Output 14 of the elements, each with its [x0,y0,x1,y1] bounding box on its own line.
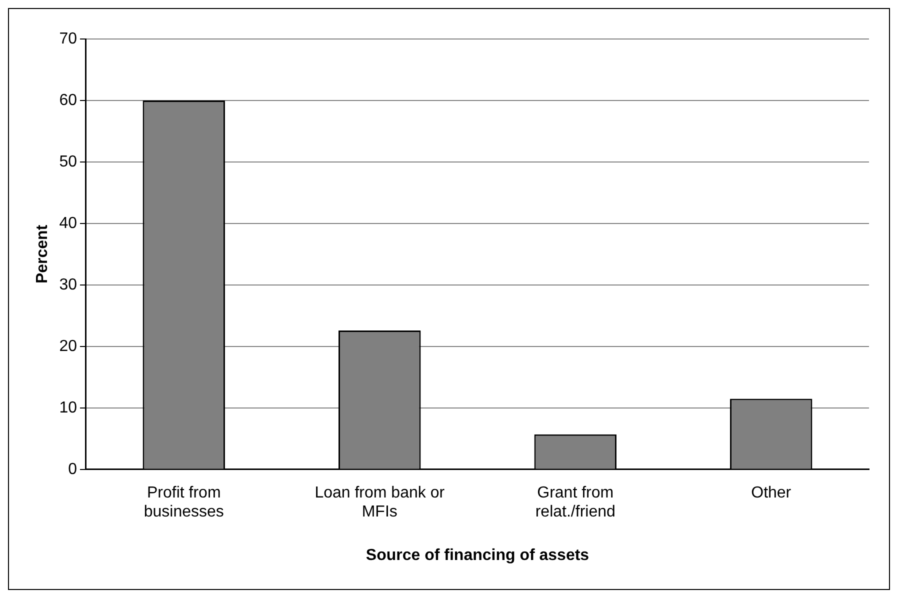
y-tick-label: 10 [59,399,78,416]
y-tick-label: 0 [68,460,78,478]
y-tick-label: 30 [59,276,78,294]
x-tick-label: Grant from relat./friend [535,484,616,521]
y-tick-label: 40 [59,214,78,232]
y-tick-label: 20 [59,338,78,355]
x-tick-label: Other [751,484,792,502]
x-axis-title: Source of financing of assets [366,546,590,564]
x-tick-label: Profit from businesses [144,484,224,521]
x-tick-label: Loan from bank or MFIs [314,484,446,521]
y-tick-label: 60 [59,92,78,109]
y-tick-label: 70 [59,30,78,48]
y-axis-title: Percent [34,224,52,284]
y-tick-label: 50 [59,153,78,170]
